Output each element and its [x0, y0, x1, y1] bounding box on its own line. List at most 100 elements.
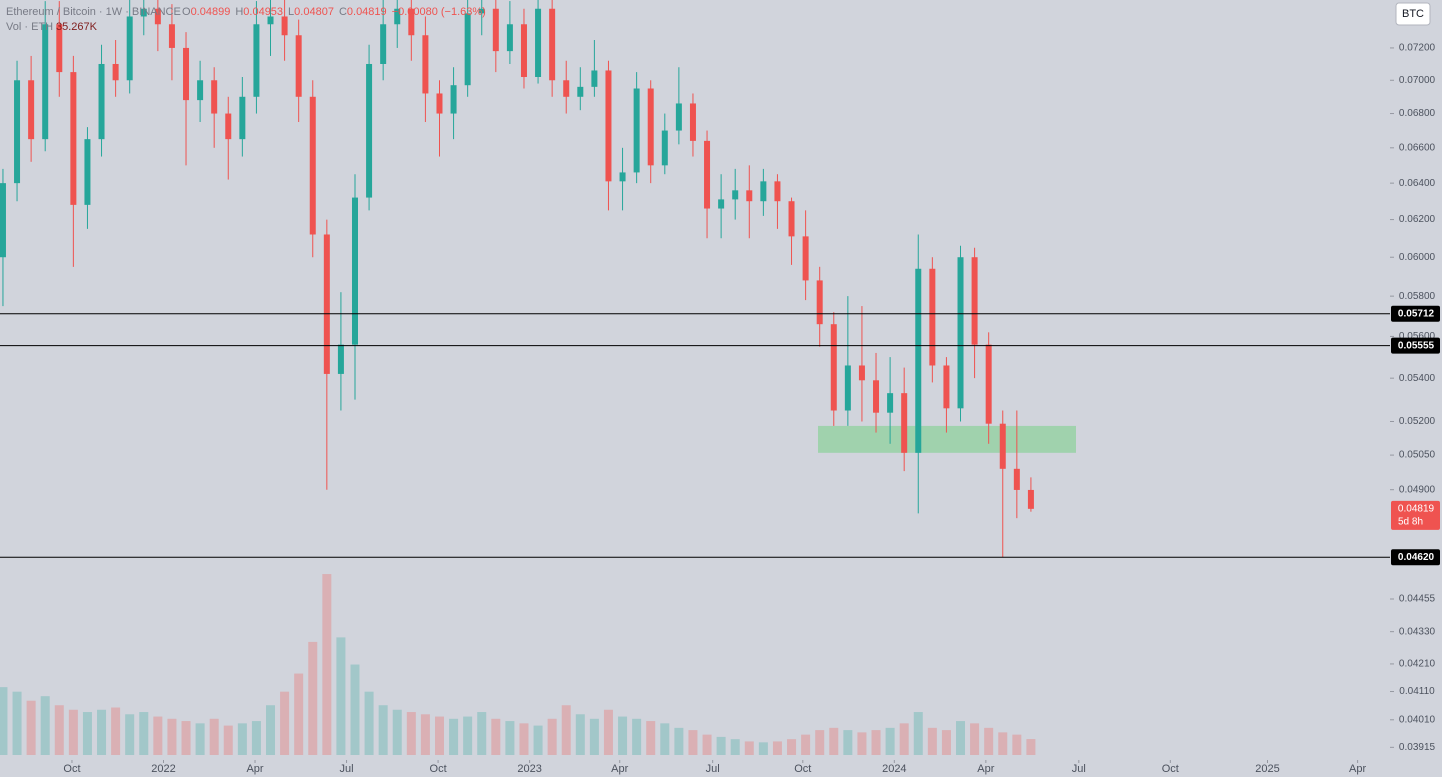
- candle-body: [929, 268, 936, 366]
- volume-bar: [941, 730, 951, 755]
- volume-bar: [54, 705, 64, 755]
- volume-bar: [434, 716, 444, 755]
- y-tick-label: 0.05050: [1399, 450, 1436, 461]
- button-box[interactable]: [1395, 2, 1431, 26]
- y-tick-label: 0.04900: [1399, 484, 1436, 495]
- candle-body: [295, 35, 302, 97]
- candle-body: [112, 63, 119, 81]
- volume-bar: [913, 712, 923, 755]
- volume-bar: [167, 718, 177, 755]
- y-tick-label: 0.05600: [1399, 331, 1436, 342]
- volume-bar: [195, 723, 205, 755]
- x-tick-label: Apr: [611, 763, 628, 775]
- volume-bar: [336, 637, 346, 755]
- volume-bar: [702, 734, 712, 755]
- volume-bar: [26, 700, 36, 755]
- candle-body: [478, 8, 485, 14]
- x-tick-label: Oct: [794, 763, 811, 775]
- y-tick-label: 0.06200: [1399, 214, 1436, 225]
- level-label: 0.05712: [1398, 308, 1435, 319]
- currency-button[interactable]: BTC: [1395, 2, 1431, 26]
- volume-bar: [787, 739, 797, 755]
- candle-body: [563, 80, 570, 97]
- volume-bar: [406, 712, 416, 755]
- volume-bar: [956, 721, 966, 755]
- candle-body: [619, 172, 626, 182]
- ohlc-legend: O0.04899 H0.04953 L0.04807 C0.04819 −0.00080…: [182, 6, 486, 18]
- candle-body: [520, 24, 527, 77]
- volume-bar: [153, 716, 163, 755]
- y-tick-label: 0.07000: [1399, 75, 1436, 86]
- y-tick-label: 0.05200: [1399, 416, 1436, 427]
- y-tick-label: 0.05400: [1399, 373, 1436, 384]
- volume-bar: [111, 707, 121, 755]
- volume-bar: [223, 725, 233, 755]
- support-zone: [818, 425, 1076, 453]
- volume-bar: [688, 730, 698, 755]
- candle-body: [28, 80, 35, 140]
- volume-bar: [829, 727, 839, 755]
- volume-bar: [899, 723, 909, 755]
- volume-bar: [547, 718, 557, 755]
- x-tick-label: 2024: [882, 763, 906, 775]
- volume-bar: [660, 723, 670, 755]
- volume-bar: [505, 721, 515, 755]
- ohlc-key: L: [288, 6, 294, 18]
- y-tick-label: 0.03915: [1399, 742, 1436, 753]
- level-tag: [1391, 337, 1440, 354]
- candle-body: [394, 8, 401, 25]
- volume-bar: [632, 718, 642, 755]
- level-label: 0.05555: [1398, 340, 1435, 351]
- last-price-label: 0.04819: [1398, 503, 1435, 514]
- y-tick-label: 0.04210: [1399, 659, 1436, 670]
- volume-bar: [1012, 734, 1022, 755]
- volume-bar: [618, 716, 628, 755]
- volume-bar: [463, 716, 473, 755]
- x-tick-label: Apr: [977, 763, 994, 775]
- ohlc-value: 0.04819: [347, 6, 387, 18]
- candle-body: [647, 88, 654, 166]
- candle-body: [732, 190, 739, 200]
- candle-body: [225, 113, 232, 140]
- volume-bar: [209, 718, 219, 755]
- candle-body: [633, 88, 640, 173]
- candle-body: [746, 190, 753, 202]
- candle-body: [380, 24, 387, 64]
- volume-bar: [125, 714, 135, 755]
- volume-bar: [139, 712, 149, 755]
- candle-body: [816, 280, 823, 325]
- volume-title: Vol · ETH: [6, 21, 53, 33]
- y-tick-label: 0.07200: [1399, 43, 1436, 54]
- x-tick-label: Jul: [1072, 763, 1086, 775]
- plot: [0, 0, 1076, 755]
- ohlc-value: 0.04807: [294, 6, 334, 18]
- candle-body: [887, 393, 894, 413]
- x-tick-label: Jul: [340, 763, 354, 775]
- volume-bar: [998, 732, 1008, 755]
- volume-bar: [533, 725, 543, 755]
- volume-bar: [294, 673, 304, 755]
- y-tick-label: 0.04455: [1399, 594, 1436, 605]
- x-tick-label: 2023: [517, 763, 541, 775]
- last-price-tag: [1391, 500, 1440, 530]
- candle-body: [253, 24, 260, 97]
- candle-body: [901, 393, 908, 453]
- volume-bar: [491, 718, 501, 755]
- volume-bar: [801, 734, 811, 755]
- candle-body: [70, 72, 77, 205]
- candle-body: [506, 24, 513, 52]
- ohlc-key: C: [339, 6, 347, 18]
- ohlc-value: 0.04953: [243, 6, 283, 18]
- candle-body: [337, 344, 344, 374]
- volume-bar: [589, 718, 599, 755]
- volume-bar: [392, 709, 402, 755]
- button-label[interactable]: BTC: [1402, 8, 1424, 20]
- candle-body: [943, 365, 950, 409]
- candle-body: [704, 140, 711, 209]
- volume-bar: [322, 574, 332, 755]
- candle-body: [718, 199, 725, 209]
- volume-bar: [772, 741, 782, 755]
- candle-body: [985, 344, 992, 424]
- volume-bar: [843, 730, 853, 755]
